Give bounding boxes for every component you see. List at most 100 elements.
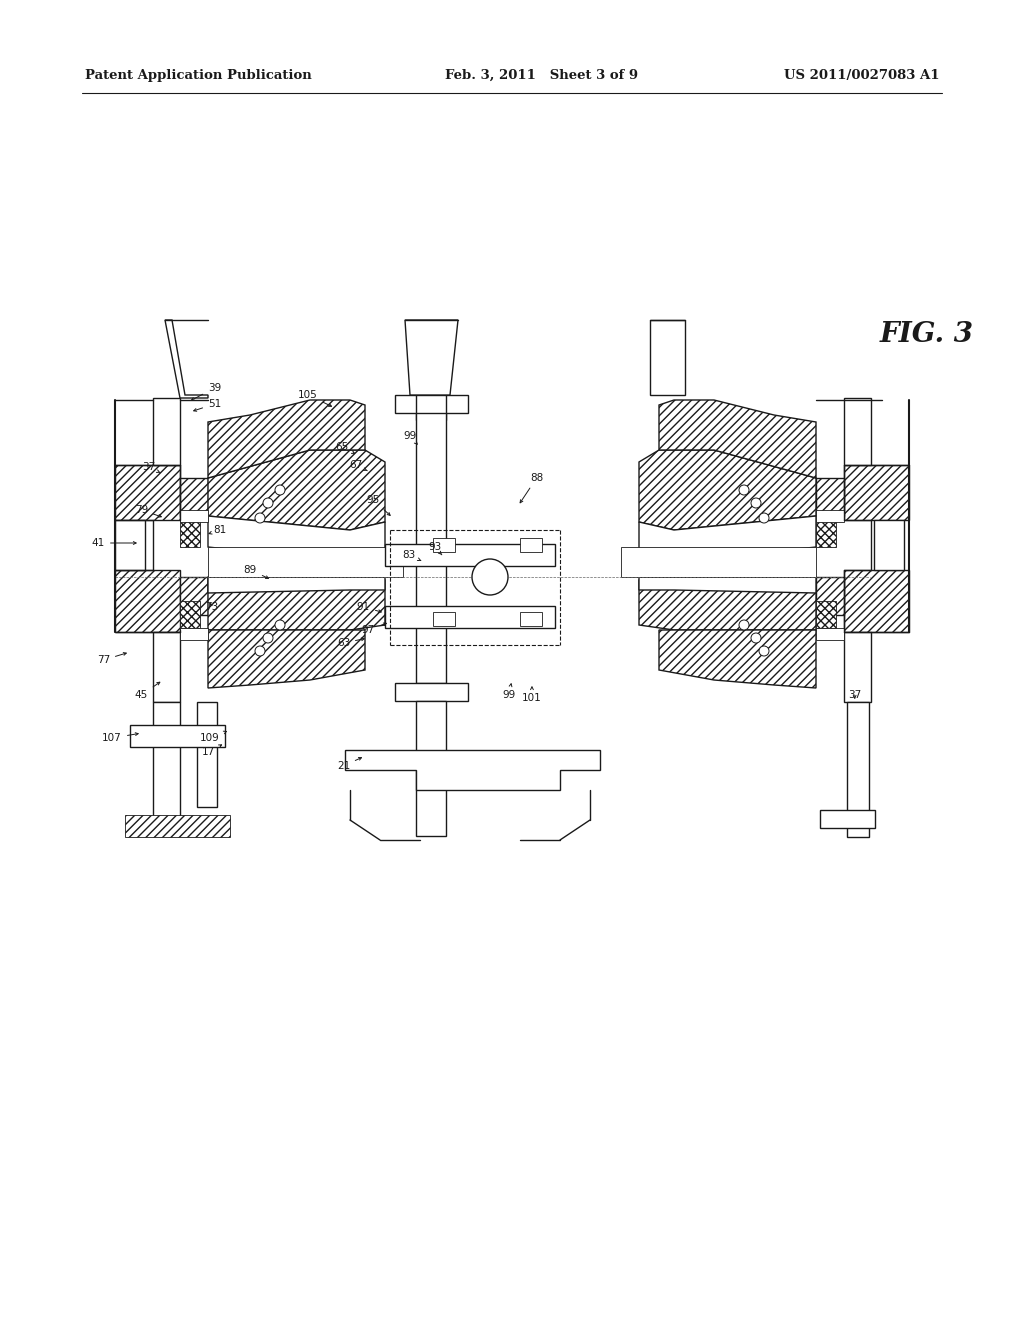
Polygon shape [180, 510, 208, 521]
Circle shape [759, 513, 769, 523]
Text: 81: 81 [209, 525, 226, 535]
Text: 37: 37 [141, 462, 161, 473]
Circle shape [751, 498, 761, 508]
Polygon shape [153, 702, 180, 817]
Text: 83: 83 [402, 550, 421, 561]
Circle shape [759, 645, 769, 656]
Polygon shape [844, 399, 871, 465]
Polygon shape [180, 601, 200, 628]
Text: 45: 45 [135, 682, 160, 700]
Polygon shape [844, 570, 909, 632]
Polygon shape [816, 577, 844, 615]
Polygon shape [816, 520, 836, 546]
Text: 99: 99 [502, 684, 515, 700]
Polygon shape [433, 539, 455, 552]
Polygon shape [115, 465, 180, 520]
Polygon shape [208, 577, 385, 593]
Circle shape [263, 498, 273, 508]
Text: 79: 79 [135, 506, 162, 517]
Text: 88: 88 [520, 473, 544, 503]
Polygon shape [208, 574, 385, 630]
Text: US 2011/0027083 A1: US 2011/0027083 A1 [783, 69, 939, 82]
Polygon shape [385, 544, 555, 566]
Polygon shape [385, 606, 555, 628]
Circle shape [472, 558, 508, 595]
Polygon shape [639, 450, 816, 531]
Circle shape [751, 634, 761, 643]
Text: 101: 101 [522, 686, 542, 704]
Polygon shape [820, 810, 874, 828]
Polygon shape [639, 574, 816, 630]
Text: 67: 67 [349, 459, 368, 471]
Polygon shape [180, 628, 208, 640]
Polygon shape [115, 570, 180, 632]
Circle shape [739, 620, 749, 630]
Circle shape [275, 484, 285, 495]
Text: 17: 17 [202, 744, 221, 756]
Text: FIG. 3: FIG. 3 [880, 322, 974, 348]
Text: 107: 107 [102, 733, 138, 743]
Polygon shape [208, 630, 365, 688]
Polygon shape [816, 628, 844, 640]
Polygon shape [197, 702, 217, 807]
Text: 51: 51 [194, 399, 221, 412]
Text: 21: 21 [337, 758, 361, 771]
Circle shape [255, 513, 265, 523]
Text: Patent Application Publication: Patent Application Publication [85, 69, 311, 82]
Polygon shape [208, 516, 385, 562]
Circle shape [739, 484, 749, 495]
Polygon shape [816, 601, 836, 628]
Polygon shape [816, 478, 844, 516]
Circle shape [255, 645, 265, 656]
Polygon shape [180, 478, 208, 516]
Circle shape [275, 620, 285, 630]
Polygon shape [208, 450, 385, 531]
Text: 41: 41 [92, 539, 136, 548]
Polygon shape [125, 814, 230, 837]
Polygon shape [816, 510, 844, 521]
Polygon shape [847, 702, 869, 837]
Polygon shape [208, 546, 403, 577]
Text: 95: 95 [367, 495, 390, 515]
Text: 77: 77 [96, 652, 126, 665]
Polygon shape [153, 399, 180, 465]
Polygon shape [520, 539, 542, 552]
Polygon shape [115, 520, 145, 570]
Text: 105: 105 [298, 389, 332, 407]
Text: 63: 63 [337, 638, 365, 648]
Polygon shape [395, 395, 468, 413]
Polygon shape [406, 319, 458, 395]
Polygon shape [130, 725, 225, 747]
Polygon shape [844, 465, 909, 520]
Polygon shape [395, 682, 468, 701]
Polygon shape [844, 632, 871, 702]
Polygon shape [416, 345, 446, 395]
Polygon shape [520, 612, 542, 626]
Text: 93: 93 [428, 543, 441, 554]
Polygon shape [416, 413, 446, 682]
Text: 97: 97 [361, 623, 386, 635]
Polygon shape [180, 577, 208, 615]
Polygon shape [153, 632, 180, 702]
Polygon shape [208, 400, 365, 478]
Circle shape [263, 634, 273, 643]
Polygon shape [416, 756, 446, 836]
Polygon shape [433, 612, 455, 626]
Polygon shape [621, 546, 816, 577]
Polygon shape [639, 516, 816, 562]
Polygon shape [416, 701, 446, 756]
Polygon shape [659, 630, 816, 688]
Polygon shape [874, 520, 904, 570]
Text: Feb. 3, 2011   Sheet 3 of 9: Feb. 3, 2011 Sheet 3 of 9 [445, 69, 639, 82]
Text: 73: 73 [205, 602, 218, 612]
Polygon shape [165, 319, 208, 399]
Text: 91: 91 [356, 602, 381, 612]
Polygon shape [416, 395, 446, 420]
Text: 99: 99 [403, 432, 418, 445]
Polygon shape [345, 750, 600, 789]
Polygon shape [659, 400, 816, 478]
Text: 109: 109 [201, 731, 226, 743]
Polygon shape [639, 577, 816, 593]
Text: 37: 37 [848, 690, 861, 700]
Text: 65: 65 [335, 442, 354, 453]
